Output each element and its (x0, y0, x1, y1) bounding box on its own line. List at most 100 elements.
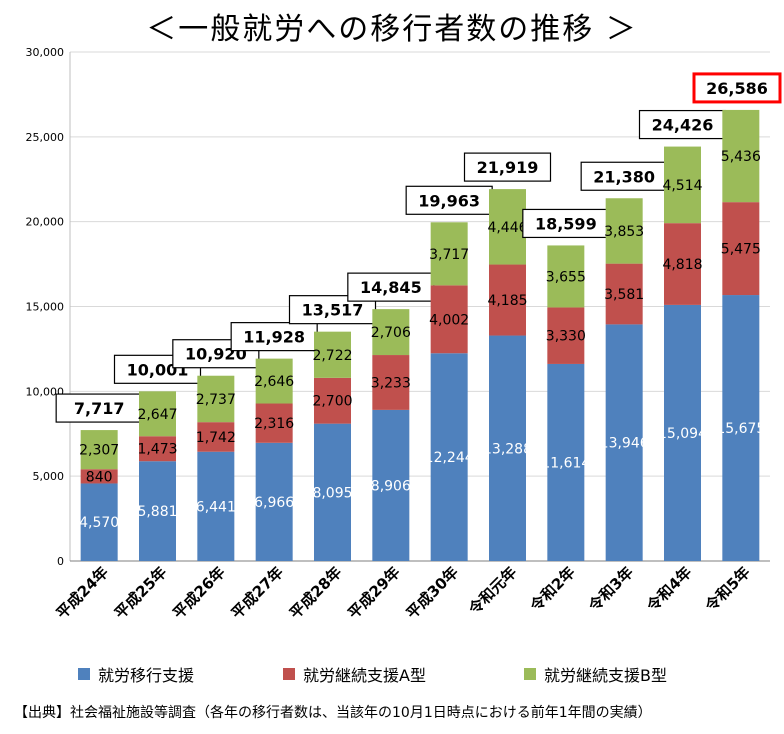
data-label-series3: 2,646 (254, 374, 294, 390)
legend-item-series1: 就労移行支援 (78, 662, 194, 686)
total-label-box (522, 208, 610, 239)
bar-segment-series1 (605, 324, 643, 561)
data-label-series2: 2,316 (254, 416, 294, 432)
bar-segment-series2 (139, 436, 176, 462)
data-label-series1: 5,881 (137, 504, 177, 520)
data-label-series1: 15,094 (658, 426, 707, 442)
total-label-box (692, 72, 782, 104)
x-tick-label: 平成28年 (286, 563, 345, 622)
bar-segment-series3 (489, 189, 526, 265)
total-label: 19,963 (418, 191, 480, 210)
y-tick-label: 10,000 (26, 385, 65, 398)
data-label-series2: 4,185 (487, 293, 527, 309)
data-label-series1: 4,570 (79, 515, 119, 531)
data-label-series3: 2,737 (196, 392, 236, 408)
data-label-series1: 6,441 (196, 499, 236, 515)
bar-segment-series2 (255, 403, 293, 443)
bar-segment-series3 (430, 222, 468, 286)
data-label-series2: 3,330 (546, 329, 586, 345)
legend-item-series2: 就労継続支援A型 (283, 662, 426, 686)
total-label: 7,717 (74, 399, 125, 418)
bar-segment-series2 (314, 377, 351, 424)
bar-segment-series1 (664, 304, 701, 561)
data-label-series2: 2,700 (312, 394, 352, 410)
total-label-box (463, 152, 552, 182)
bar-segment-series1 (547, 363, 585, 561)
total-label-box (55, 393, 143, 423)
data-label-series3: 2,722 (312, 348, 352, 364)
bar-segment-series3 (197, 375, 235, 423)
data-label-series3: 2,647 (137, 407, 177, 423)
x-tick-label: 令和4年 (643, 563, 695, 615)
x-tick-label: 平成29年 (344, 563, 403, 622)
bar-segment-series1 (430, 353, 468, 561)
data-label-series3: 4,446 (487, 220, 527, 236)
data-label-series3: 3,853 (604, 224, 644, 240)
data-label-series1: 8,906 (371, 478, 411, 494)
data-label-series3: 2,706 (371, 325, 411, 341)
legend-swatch-series3 (524, 668, 536, 680)
bar-segment-series3 (722, 109, 760, 203)
data-label-series3: 3,717 (429, 247, 469, 263)
total-label: 21,380 (593, 167, 655, 186)
data-label-series2: 4,002 (429, 312, 469, 328)
x-tick-label: 令和3年 (585, 563, 637, 615)
data-label-series2: 5,475 (721, 242, 761, 258)
data-label-series3: 4,514 (662, 178, 702, 194)
data-label-series1: 13,288 (483, 441, 532, 457)
total-label: 21,919 (477, 158, 539, 177)
bar-segment-series1 (314, 423, 351, 561)
data-label-series3: 2,307 (79, 443, 119, 459)
total-label-box (230, 322, 318, 352)
y-tick-label: 0 (57, 555, 64, 568)
bar-segment-series3 (372, 309, 410, 356)
source-note: 【出典】社会福祉施設等調査（各年の移行者数は、当該年の10月1日時点における前年… (14, 705, 652, 721)
bar-segment-series1 (139, 461, 176, 561)
bar-segment-series3 (314, 331, 351, 378)
bar-segment-series3 (139, 391, 176, 437)
x-tick-label: 平成26年 (169, 563, 228, 622)
data-label-series1: 13,946 (600, 436, 649, 452)
y-tick-label: 20,000 (26, 216, 65, 229)
bar-segment-series3 (547, 245, 585, 308)
data-label-series3: 3,655 (546, 269, 586, 285)
legend-label-series3: 就労継続支援B型 (544, 666, 667, 685)
data-label-series1: 11,614 (541, 455, 590, 471)
x-tick-label: 平成25年 (111, 563, 170, 622)
bar-segment-series1 (372, 409, 410, 561)
data-label-series3: 5,436 (721, 149, 761, 165)
total-label: 24,426 (652, 116, 714, 135)
y-tick-label: 30,000 (26, 46, 65, 59)
chart-title: ＜一般就労への移行者数の推移 ＞ (146, 12, 638, 47)
data-label-series1: 6,966 (254, 495, 294, 511)
y-tick-label: 25,000 (26, 131, 65, 144)
total-label: 11,928 (243, 328, 305, 347)
total-label-box (580, 161, 668, 191)
data-label-series2: 3,581 (604, 287, 644, 303)
data-label-series1: 12,244 (425, 450, 474, 466)
y-tick-label: 15,000 (26, 301, 65, 314)
bar-segment-series2 (489, 264, 526, 336)
y-tick-label: 5,000 (33, 470, 65, 483)
data-label-series2: 1,473 (137, 442, 177, 458)
total-label: 13,517 (302, 301, 364, 320)
legend-swatch-series2 (283, 668, 295, 680)
legend-label-series2: 就労継続支援A型 (303, 666, 426, 685)
legend-swatch-series1 (78, 668, 90, 680)
bar-segment-series1 (722, 295, 760, 561)
data-label-series2: 3,233 (371, 375, 411, 391)
bar-segment-series1 (197, 451, 235, 561)
bar-segment-series2 (372, 355, 410, 410)
total-label: 18,599 (535, 214, 597, 233)
data-label-series2: 4,818 (662, 257, 702, 273)
data-label-series2: 1,742 (196, 430, 236, 446)
data-label-series2: 840 (86, 469, 113, 485)
x-tick-label: 令和2年 (527, 563, 579, 615)
bar-segment-series2 (80, 469, 118, 484)
x-tick-label: 平成30年 (403, 563, 462, 622)
legend-item-series3: 就労継続支援B型 (524, 662, 667, 686)
x-tick-label: 令和元年 (465, 563, 520, 618)
bar-segment-series3 (255, 358, 293, 404)
bar-segment-series2 (430, 285, 468, 354)
